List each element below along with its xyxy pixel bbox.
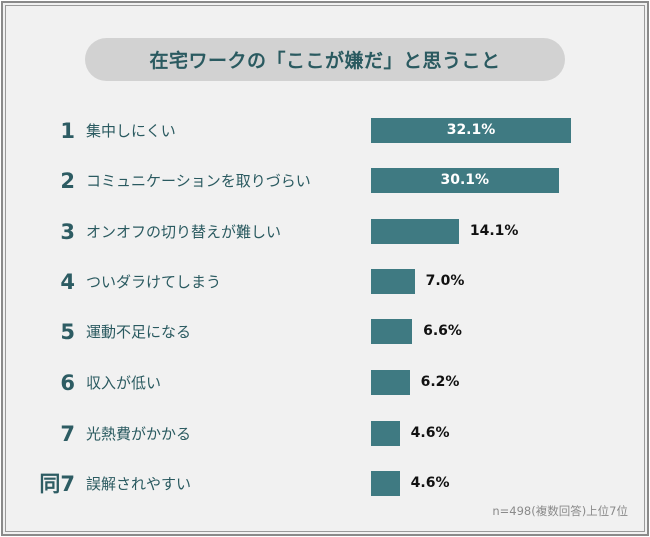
chart-title: 在宅ワークの「ここが嫌だ」と思うこと (85, 38, 565, 81)
category-label: 集中しにくい (86, 122, 176, 140)
category-label: 誤解されやすい (86, 475, 192, 493)
bar-row: 6 収入が低い 6.2% (0, 370, 650, 396)
bar (371, 421, 400, 446)
bar (371, 219, 459, 244)
category-label: 光熱費がかかる (86, 425, 192, 443)
bar-row: 1 集中しにくい 32.1% (0, 118, 650, 144)
bar-row: 同7 誤解されやすい 4.6% (0, 471, 650, 497)
bar-row: 2 コミュニケーションを取りづらい 30.1% (0, 168, 650, 194)
category-label: コミュニケーションを取りづらい (86, 172, 311, 190)
category-label: 運動不足になる (86, 323, 192, 341)
data-label: 30.1% (440, 172, 490, 188)
bar-row: 7 光熱費がかかる 4.6% (0, 421, 650, 447)
data-label: 7.0% (425, 273, 465, 289)
rank-label: 7 (60, 422, 75, 446)
category-label: オンオフの切り替えが難しい (86, 223, 282, 241)
rank-label: 1 (60, 119, 75, 143)
data-label: 4.6% (410, 425, 450, 441)
bar (371, 118, 571, 143)
rank-label: 2 (60, 169, 75, 193)
rank-label: 同7 (39, 472, 75, 496)
rank-label: 6 (60, 371, 75, 395)
category-label: ついダラけてしまう (86, 273, 222, 291)
data-label: 14.1% (469, 223, 519, 239)
rank-label: 5 (60, 320, 75, 344)
bar (371, 269, 415, 294)
bar (371, 319, 413, 344)
rank-label: 4 (60, 270, 75, 294)
bar (371, 168, 559, 193)
data-label: 4.6% (410, 475, 450, 491)
data-label: 6.2% (420, 374, 460, 390)
rank-label: 3 (60, 220, 75, 244)
sample-note: n=498(複数回答)上位7位 (492, 504, 628, 518)
bar-row: 3 オンオフの切り替えが難しい 14.1% (0, 219, 650, 245)
bar-row: 5 運動不足になる 6.6% (0, 319, 650, 345)
bar (371, 471, 400, 496)
category-label: 収入が低い (86, 374, 162, 392)
bar-row: 4 ついダラけてしまう 7.0% (0, 269, 650, 295)
data-label: 6.6% (423, 323, 462, 339)
data-label: 32.1% (446, 122, 496, 138)
bar (371, 370, 410, 395)
